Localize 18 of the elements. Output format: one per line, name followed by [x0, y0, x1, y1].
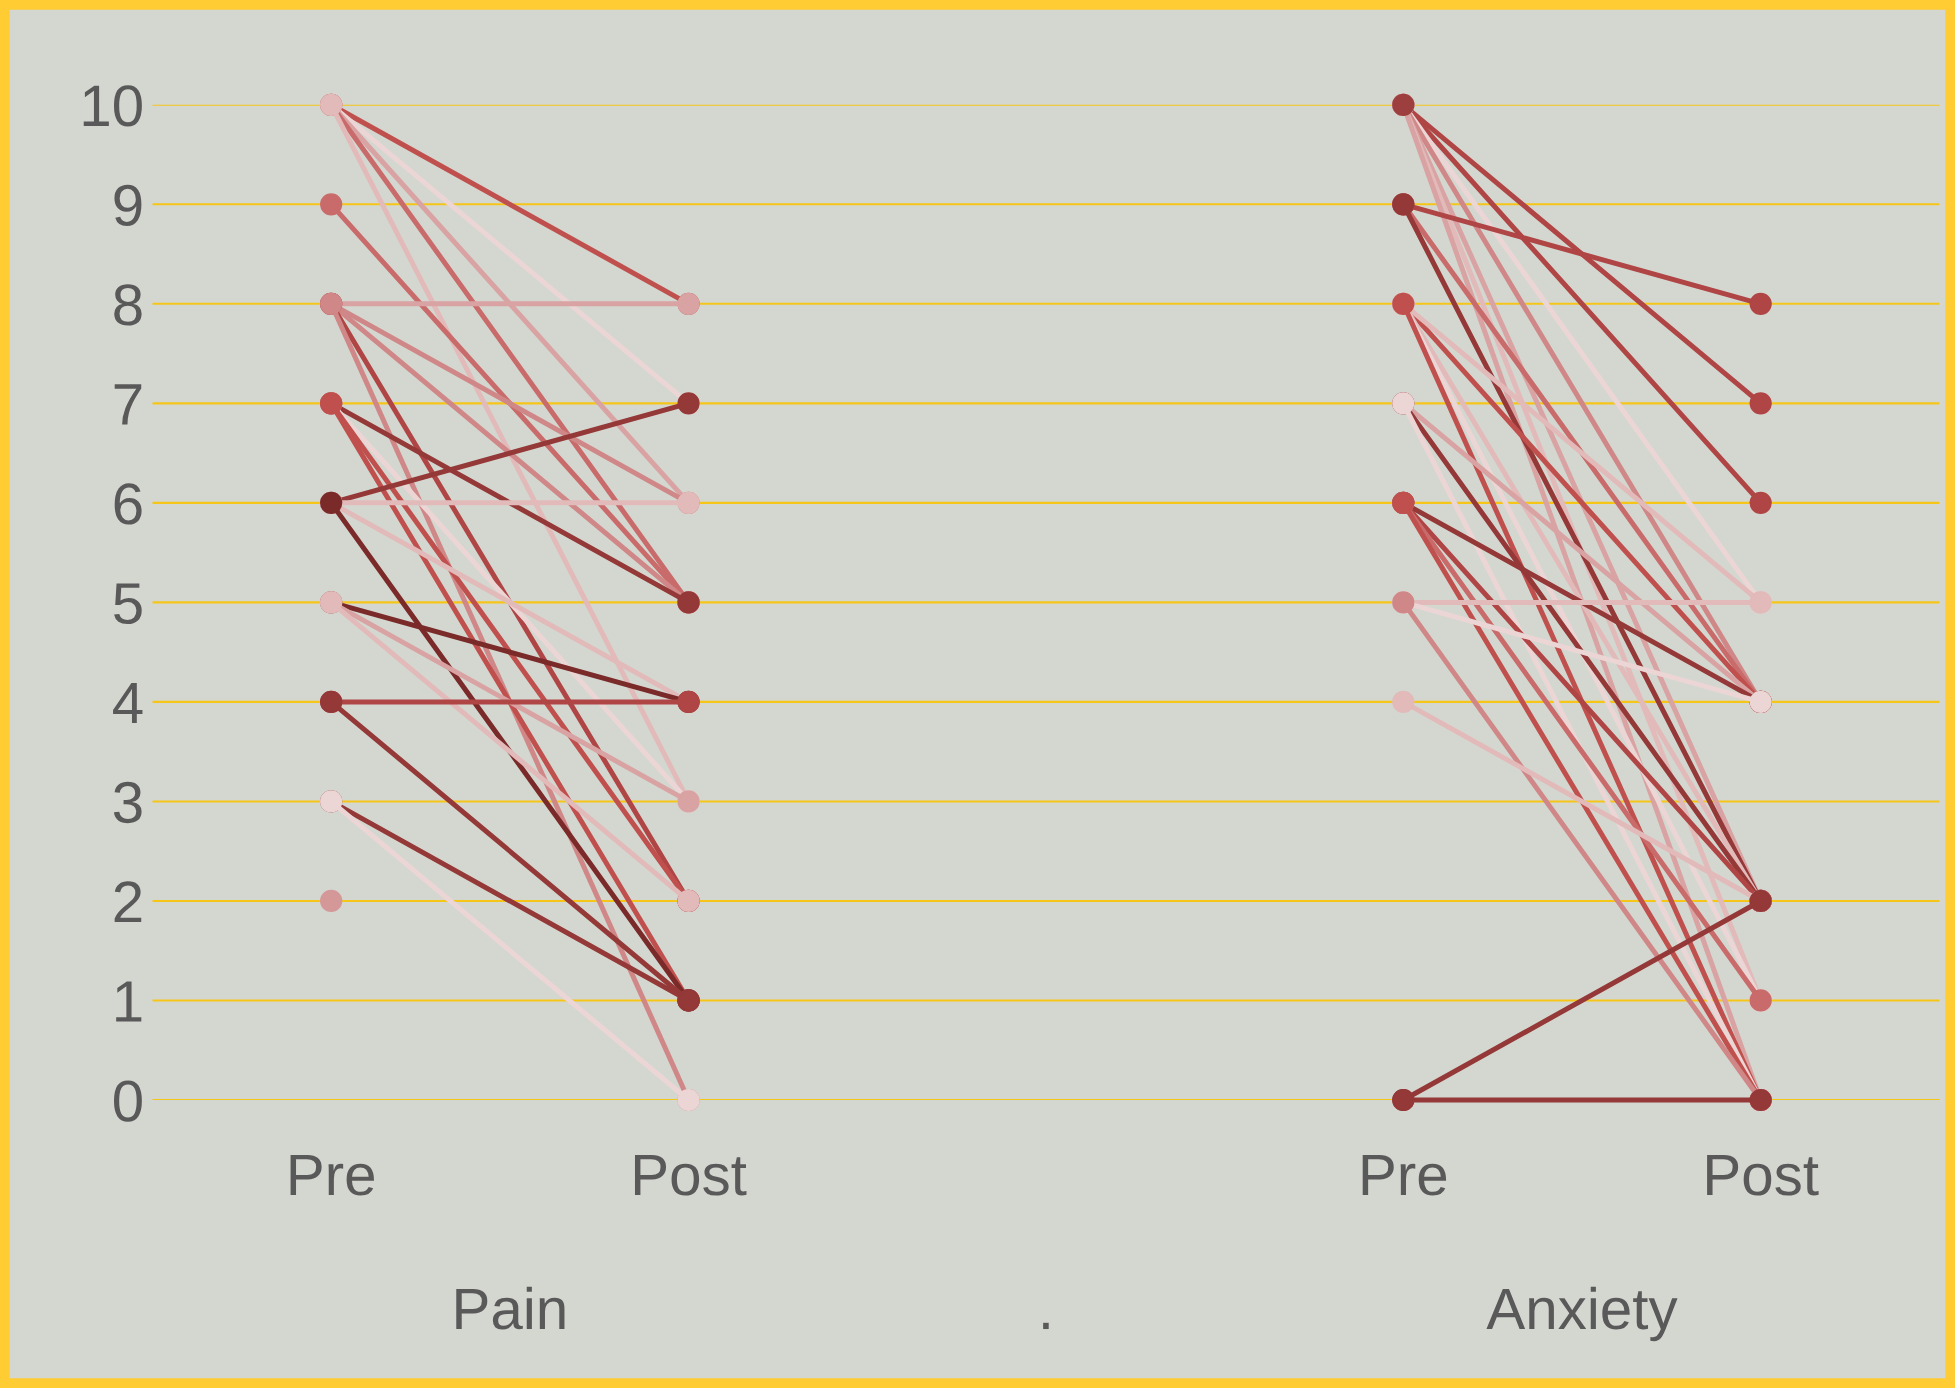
x-tick-label: Post — [1707, 1154, 1819, 1196]
text: Pain — [456, 1286, 565, 1330]
x-tick-label: Pre — [290, 1154, 374, 1196]
y-tick-label: 3 — [113, 781, 142, 824]
y-tick-label: 0 — [114, 1080, 142, 1122]
x-tick-label: Post — [634, 1154, 747, 1196]
text: . — [1043, 1322, 1049, 1330]
text: Anxiety — [1486, 1286, 1678, 1342]
y-tick-label: 10 — [83, 85, 142, 127]
y-tick-label: 1 — [116, 981, 142, 1022]
y-tick-label: 8 — [114, 284, 142, 326]
y-tick-label: 6 — [114, 483, 142, 525]
y-tick-label: 4 — [113, 682, 143, 724]
y-tick-label: 9 — [114, 184, 142, 227]
x-tick-label: Pre — [1362, 1154, 1447, 1196]
y-tick-label: 5 — [114, 583, 142, 625]
y-tick-label: 2 — [114, 881, 142, 923]
y-tick-label: 7 — [114, 384, 142, 425]
